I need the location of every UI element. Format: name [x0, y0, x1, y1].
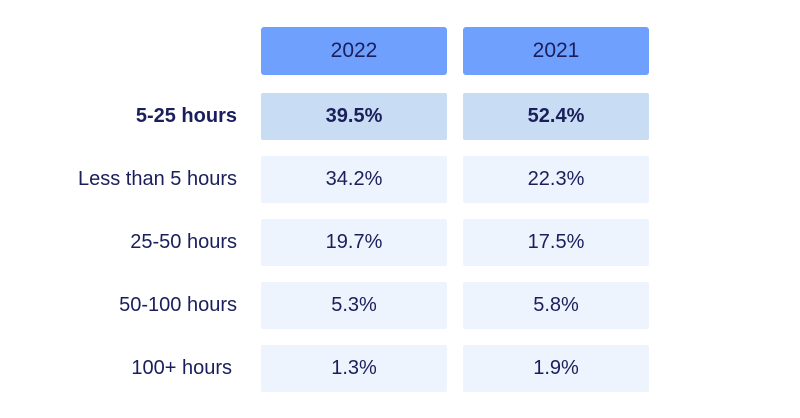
- row-label-25-50-hours: 25-50 hours: [130, 231, 237, 253]
- column-header-2022: 2022: [261, 27, 447, 75]
- row-label-less-than-5-hours: Less than 5 hours: [78, 168, 237, 190]
- cell-100-plus-hours-2022: 1.3%: [261, 345, 447, 392]
- column-header-2021: 2021: [463, 27, 649, 75]
- cell-25-50-hours-2021: 17.5%: [463, 219, 649, 266]
- cell-50-100-hours-2021: 5.8%: [463, 282, 649, 329]
- cell-100-plus-hours-2021: 1.9%: [463, 345, 649, 392]
- row-label-5-25-hours: 5-25 hours: [135, 105, 237, 127]
- row-label-100-plus-hours: 100+ hours: [131, 357, 232, 379]
- row-label-50-100-hours: 50-100 hours: [119, 294, 237, 316]
- cell-less-than-5-hours-2022: 34.2%: [261, 156, 447, 203]
- cell-less-than-5-hours-2021: 22.3%: [463, 156, 649, 203]
- cell-25-50-hours-2022: 19.7%: [261, 219, 447, 266]
- cell-50-100-hours-2022: 5.3%: [261, 282, 447, 329]
- cell-5-25-hours-2022: 39.5%: [261, 93, 447, 140]
- cell-5-25-hours-2021: 52.4%: [463, 93, 649, 140]
